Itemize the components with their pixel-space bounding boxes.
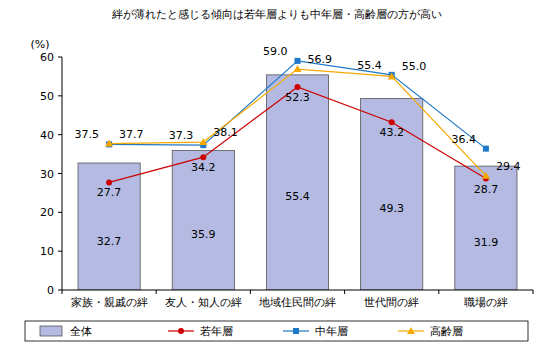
bar-label: 32.7 [97,235,122,248]
x-axis [62,290,533,291]
legend-swatch [40,326,62,336]
bar [266,75,328,290]
bar [172,151,234,290]
y-tick [58,173,62,174]
line [109,87,486,183]
point-label: 55.4 [357,59,382,72]
marker [200,154,206,160]
y-tick-label: 10 [40,245,54,258]
y-tick-label: 60 [40,51,54,64]
marker [483,146,489,152]
legend-label: 全体 [70,325,92,338]
bar [455,166,517,290]
point-label: 43.2 [379,126,404,139]
x-tick [156,290,157,294]
point-label: 38.1 [213,126,238,139]
y-tick-label: 40 [40,129,54,142]
legend-label: 中年層 [315,325,348,338]
marker [389,119,395,125]
y-tick [58,95,62,96]
point-label: 37.3 [169,129,194,142]
legend-marker [407,327,415,334]
x-tick [344,290,345,294]
y-tick [58,57,62,58]
marker [199,138,207,145]
marker [294,65,302,72]
marker [295,84,301,90]
point-label: 34.2 [191,161,216,174]
legend-marker [178,328,184,334]
marker [388,72,396,79]
data-labels: 32.7 35.9 55.4 49.3 31.9 27.7 34.2 52.3 43.2 28.7… [75,45,521,249]
line [109,61,486,149]
y-tick [58,251,62,252]
point-label: 55.0 [402,60,427,73]
bar [78,163,140,290]
legend-label: 高齢層 [430,325,463,338]
point-label: 36.4 [451,133,476,146]
bar [361,99,423,290]
bar-label: 49.3 [379,202,404,215]
y-label: (%) [30,38,49,51]
y-tick-label: 30 [40,168,54,181]
x-tick [250,290,251,294]
x-tick-label: 世代間の絆 [364,296,419,309]
point-label: 27.7 [97,186,122,199]
y-tick-label: 50 [40,90,54,103]
x-tick-label: 地域住民間の絆 [258,296,336,309]
legend-label: 若年層 [200,325,233,338]
bar-label: 31.9 [474,236,499,249]
point-label: 52.3 [285,91,310,104]
title: 絆が薄れたと感じる傾向は若年層よりも中年層・高齢層の方が高い [111,8,442,21]
y-tick [58,134,62,135]
legend: 全体 若年層 中年層 高齢層 [25,321,528,341]
line [109,69,486,176]
point-label: 28.7 [474,183,499,196]
x-tick-label: 友人・知人の絆 [165,296,242,309]
y-axis [62,57,63,290]
marker [295,58,301,64]
chart: 絆が薄れたと感じる傾向は若年層よりも中年層・高齢層の方が高い (%) 0 10 20 30… [0,0,553,358]
marker [106,179,112,185]
y-tick [58,212,62,213]
legend-box [25,321,528,341]
marker [105,140,113,147]
point-label: 29.4 [496,160,521,173]
x-tick-label: 家族・親戚の絆 [71,296,148,309]
point-label: 56.9 [308,53,333,66]
point-label: 37.7 [119,128,144,141]
point-label: 37.5 [75,128,100,141]
x-tick [438,290,439,294]
x-tick [62,290,63,294]
point-label: 59.0 [263,45,288,58]
legend-marker [293,328,299,334]
y-tick-label: 20 [40,206,54,219]
x-tick [533,290,534,294]
bar-label: 35.9 [191,228,216,241]
marker [482,172,490,179]
x-tick-label: 職場の絆 [464,296,508,309]
bar-label: 55.4 [285,190,310,203]
y-tick [58,290,62,291]
y-tick-label: 0 [47,284,54,297]
plot [78,58,517,290]
